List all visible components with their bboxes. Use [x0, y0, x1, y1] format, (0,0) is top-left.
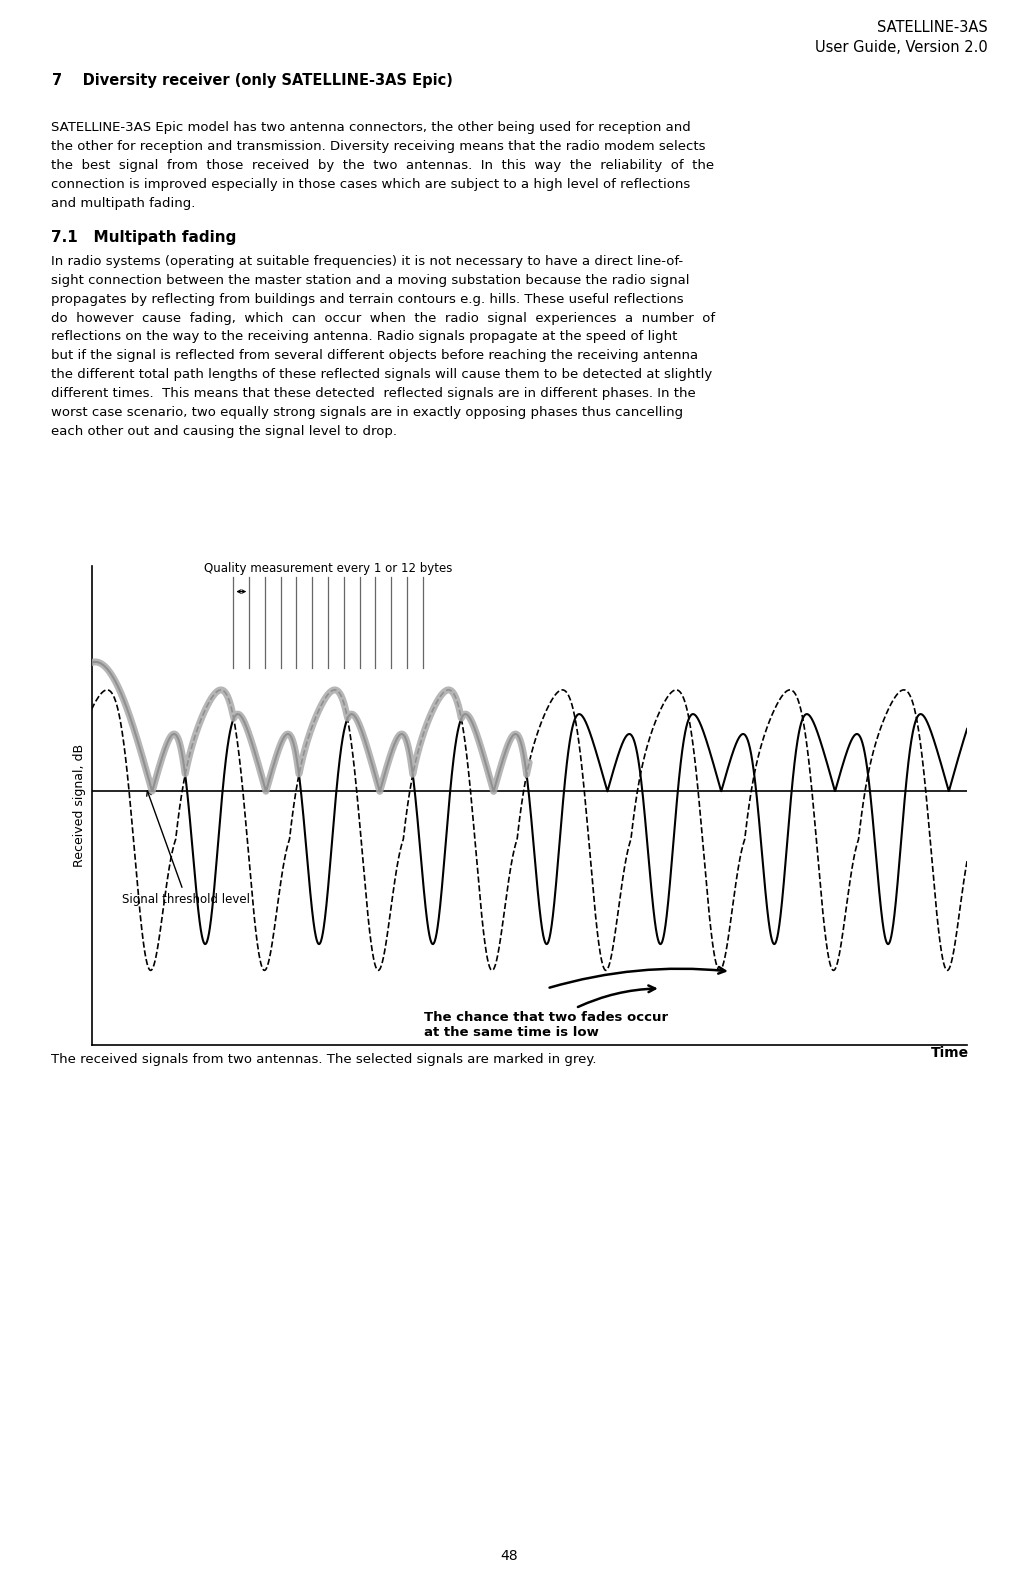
Text: Signal threshold level: Signal threshold level: [122, 791, 250, 906]
Text: Quality measurement every 1 or 12 bytes: Quality measurement every 1 or 12 bytes: [204, 561, 452, 574]
Text: the other for reception and transmission. Diversity receiving means that the rad: the other for reception and transmission…: [51, 140, 705, 153]
Text: and multipath fading.: and multipath fading.: [51, 196, 195, 209]
Text: the  best  signal  from  those  received  by  the  two  antennas.  In  this  way: the best signal from those received by t…: [51, 160, 714, 172]
Text: SATELLINE-3AS Epic model has two antenna connectors, the other being used for re: SATELLINE-3AS Epic model has two antenna…: [51, 121, 690, 134]
Text: Time: Time: [931, 1046, 969, 1061]
Text: 7.1   Multipath fading: 7.1 Multipath fading: [51, 230, 236, 244]
Text: 7    Diversity receiver (only SATELLINE-3AS Epic): 7 Diversity receiver (only SATELLINE-3AS…: [52, 73, 453, 88]
Text: connection is improved especially in those cases which are subject to a high lev: connection is improved especially in tho…: [51, 177, 690, 191]
Text: 48: 48: [500, 1549, 518, 1563]
Text: User Guide, Version 2.0: User Guide, Version 2.0: [814, 40, 987, 54]
Text: The received signals from two antennas. The selected signals are marked in grey.: The received signals from two antennas. …: [51, 1053, 597, 1065]
Text: In radio systems (operating at suitable frequencies) it is not necessary to have: In radio systems (operating at suitable …: [51, 255, 683, 268]
Text: different times.  This means that these detected  reflected signals are in diffe: different times. This means that these d…: [51, 388, 695, 400]
Text: The chance that two fades occur
at the same time is low: The chance that two fades occur at the s…: [425, 986, 669, 1038]
Text: the different total path lengths of these reflected signals will cause them to b: the different total path lengths of thes…: [51, 368, 713, 381]
Y-axis label: Received signal, dB: Received signal, dB: [73, 743, 87, 868]
Text: but if the signal is reflected from several different objects before reaching th: but if the signal is reflected from seve…: [51, 349, 698, 362]
Text: sight connection between the master station and a moving substation because the : sight connection between the master stat…: [51, 274, 689, 287]
Text: SATELLINE-3AS: SATELLINE-3AS: [876, 19, 987, 35]
Text: worst case scenario, two equally strong signals are in exactly opposing phases t: worst case scenario, two equally strong …: [51, 405, 683, 419]
Text: propagates by reflecting from buildings and terrain contours e.g. hills. These u: propagates by reflecting from buildings …: [51, 293, 683, 306]
Text: do  however  cause  fading,  which  can  occur  when  the  radio  signal  experi: do however cause fading, which can occur…: [51, 311, 715, 325]
Text: reflections on the way to the receiving antenna. Radio signals propagate at the : reflections on the way to the receiving …: [51, 330, 677, 343]
Text: each other out and causing the signal level to drop.: each other out and causing the signal le…: [51, 424, 397, 437]
